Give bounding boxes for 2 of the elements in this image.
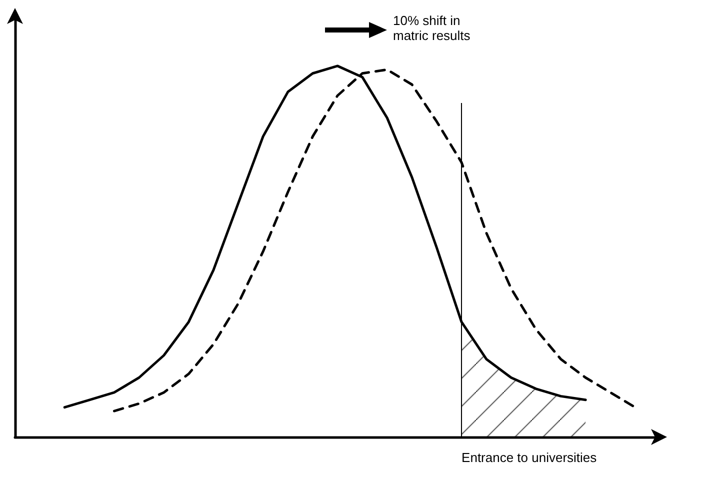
text: Entrance to universities	[462, 450, 597, 465]
text: 10% shift in matric results	[393, 13, 471, 43]
